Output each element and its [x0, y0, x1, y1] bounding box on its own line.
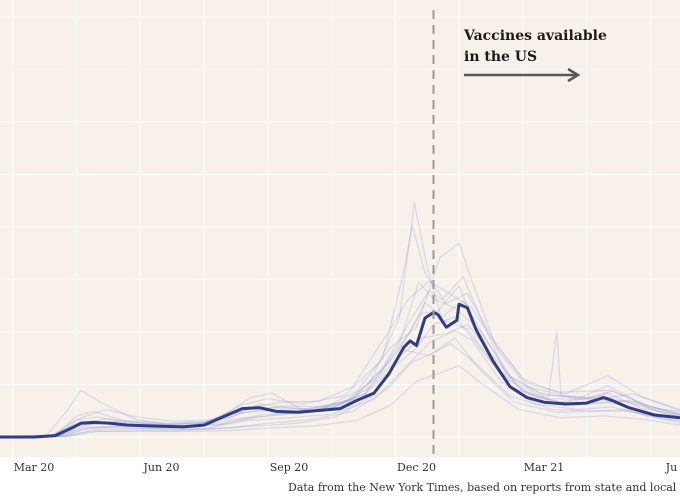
annotation-arrow [464, 67, 581, 83]
x-tick-label: Mar 21 [524, 461, 565, 474]
state-line [0, 281, 680, 438]
gridlines [0, 0, 680, 457]
state-line [0, 330, 680, 438]
arrow-head [567, 67, 581, 83]
state-line [0, 337, 680, 438]
state-line [0, 276, 680, 438]
x-tick-label: Dec 20 [397, 461, 436, 474]
state-line [0, 285, 680, 438]
state-line [0, 342, 680, 438]
state-line [0, 224, 680, 438]
annotation-line-2: in the US [464, 49, 537, 65]
x-tick-label: Jun 20 [142, 461, 179, 474]
national-average-line [0, 302, 680, 439]
source-note: Data from the New York Times, based on r… [288, 481, 680, 494]
state-line [0, 364, 680, 438]
state-line [0, 202, 680, 438]
annotation-line-1: Vaccines available [463, 28, 607, 44]
state-line [0, 280, 680, 438]
x-axis: Mar 20 Jun 20 Sep 20 Dec 20 Mar 21 Ju [14, 461, 678, 474]
x-tick-label: Ju [665, 461, 678, 474]
x-tick-label: Sep 20 [270, 461, 309, 474]
x-tick-label: Mar 20 [14, 461, 55, 474]
